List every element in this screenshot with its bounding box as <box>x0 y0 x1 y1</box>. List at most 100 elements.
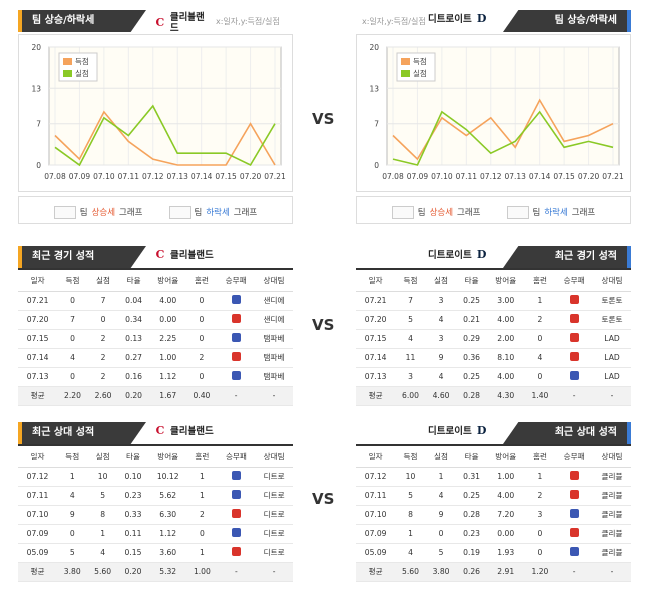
table-cell: 07.14 <box>356 348 396 368</box>
table-cell: 0.25 <box>456 291 487 311</box>
h2h-left-panel: 최근 상대 성적 C 클리블랜드 일자 득점 실점 타율 방어율 홈런 승무패 상대팀 07.1… <box>18 422 293 582</box>
detroit-logo-icon: D <box>476 248 487 261</box>
win-badge-icon <box>231 295 241 304</box>
average-row: 평균 5.60 3.80 0.26 2.91 1.20- - <box>356 562 631 582</box>
average-cell: 4.30 <box>486 386 525 406</box>
x-tick-label: 07.20 <box>240 172 262 181</box>
table-cell: 4 <box>524 348 556 368</box>
legend-rise: 팀 상승세 그래프 <box>391 201 481 223</box>
chart-title-right: 팀 상승/하락세 <box>503 10 631 32</box>
table-cell: 07.11 <box>356 486 396 506</box>
x-tick-label: 07.12 <box>142 172 164 181</box>
average-cell: 5.60 <box>87 562 118 582</box>
average-cell: 0.20 <box>118 386 149 406</box>
table-cell: 07.20 <box>18 310 58 330</box>
table-cell: 1 <box>57 467 88 487</box>
table-cell: 5 <box>57 543 88 563</box>
legend-label: 실점 <box>75 68 89 78</box>
table-cell: 토론토 <box>593 310 631 330</box>
column-header: 실점 <box>87 444 118 468</box>
column-header: 타율 <box>456 268 487 292</box>
table-row: 07.13 0 2 0.16 1.12 0 탬파베 <box>18 367 293 387</box>
table-cell: 2.25 <box>148 329 187 349</box>
table-cell: 11 <box>395 348 426 368</box>
average-cell: 4.60 <box>425 386 457 406</box>
table-row: 05.09 4 5 0.19 1.93 0 클리블 <box>356 543 631 563</box>
x-tick-label: 07.15 <box>553 172 575 181</box>
table-row: 07.13 3 4 0.25 4.00 0 LAD <box>356 367 631 387</box>
table-cell: 07.15 <box>356 329 396 349</box>
average-cell: 6.00 <box>395 386 426 406</box>
team-label-right: 디트로이트 D <box>428 424 508 438</box>
average-cell: 1.00 <box>187 562 218 582</box>
table-row: 07.14 11 9 0.36 8.10 4 LAD <box>356 348 631 368</box>
result-cell <box>555 291 594 311</box>
win-badge-icon <box>231 333 241 342</box>
table-cell: 0.16 <box>118 367 149 387</box>
table-cell: 1 <box>187 486 218 506</box>
table-cell: 07.13 <box>356 367 396 387</box>
column-header: 홈런 <box>524 268 556 292</box>
table-cell: 0.11 <box>117 524 149 544</box>
team-name: 클리블랜드 <box>170 249 214 261</box>
column-header: 상대팀 <box>593 444 631 468</box>
result-cell <box>217 310 256 330</box>
cleveland-logo-icon: C <box>155 424 165 437</box>
result-cell <box>555 310 594 330</box>
average-cell: - <box>555 386 594 406</box>
table-cell: 0 <box>187 524 218 544</box>
table-cell: 0 <box>425 524 457 544</box>
x-tick-label: 07.15 <box>215 172 237 181</box>
result-cell <box>217 291 256 311</box>
result-cell <box>555 467 594 487</box>
column-header: 득점 <box>57 444 88 468</box>
loss-badge-icon <box>569 352 579 361</box>
detroit-logo-icon: D <box>476 424 487 437</box>
average-row: 평균 6.00 4.60 0.28 4.30 1.40- - <box>356 386 631 406</box>
x-tick-label: 07.08 <box>382 172 404 181</box>
table-cell: 2 <box>87 367 119 387</box>
table-cell: 2 <box>187 505 218 525</box>
result-cell <box>555 329 594 349</box>
average-cell: 5.60 <box>395 562 426 582</box>
x-tick-label: 07.14 <box>191 172 213 181</box>
table-cell: 탬파베 <box>255 367 293 387</box>
average-cell: 평균 <box>356 386 396 406</box>
average-cell: 5.32 <box>148 562 188 582</box>
x-tick-label: 07.08 <box>44 172 66 181</box>
loss-badge-icon <box>231 509 241 518</box>
table-cell: 클리블 <box>593 524 631 544</box>
rise-graph-icon <box>391 205 414 219</box>
recent-left-table: 일자 득점 실점 타율 방어율 홈런 승무패 상대팀 07.21 0 7 0.04 4.00 0 샌디에 07… <box>18 268 293 406</box>
table-cell: 0 <box>186 367 218 387</box>
team-label-right: 디트로이트 D <box>428 248 508 262</box>
table-cell: 토론토 <box>593 291 631 311</box>
table-cell: 07.20 <box>356 310 396 330</box>
table-row: 07.09 0 1 0.11 1.12 0 디트로 <box>18 524 293 544</box>
vs-label-3: VS <box>312 490 335 508</box>
x-tick-label: 07.10 <box>431 172 453 181</box>
average-cell: 1.40 <box>524 386 556 406</box>
table-row: 07.15 0 2 0.13 2.25 0 탬파베 <box>18 329 293 349</box>
series-line-scored <box>54 110 276 166</box>
team-name: 디트로이트 <box>428 249 472 261</box>
team-label-right: 디트로이트 D <box>428 12 498 26</box>
x-tick-label: 07.21 <box>264 172 286 181</box>
table-row: 07.09 1 0 0.23 0.00 0 클리블 <box>356 524 631 544</box>
average-cell: - <box>255 562 293 582</box>
table-cell: 0 <box>57 291 88 311</box>
legend-swatch <box>401 58 410 65</box>
table-cell: 4.00 <box>486 310 525 330</box>
table-cell: 1.00 <box>486 467 525 487</box>
table-cell: 4 <box>395 543 426 563</box>
table-cell: 디트로 <box>255 486 293 506</box>
result-cell <box>555 505 594 525</box>
y-tick-label: 7 <box>36 120 41 129</box>
table-cell: 4.00 <box>486 486 525 506</box>
loss-badge-icon <box>231 547 241 556</box>
table-cell: 1.93 <box>486 543 525 563</box>
line-chart-right: 07.08 07.09 07.10 07.11 07.12 07.13 07.14 07.15… <box>369 43 624 181</box>
table-cell: 4 <box>425 310 457 330</box>
result-cell <box>217 505 256 525</box>
table-cell: 0 <box>57 329 88 349</box>
